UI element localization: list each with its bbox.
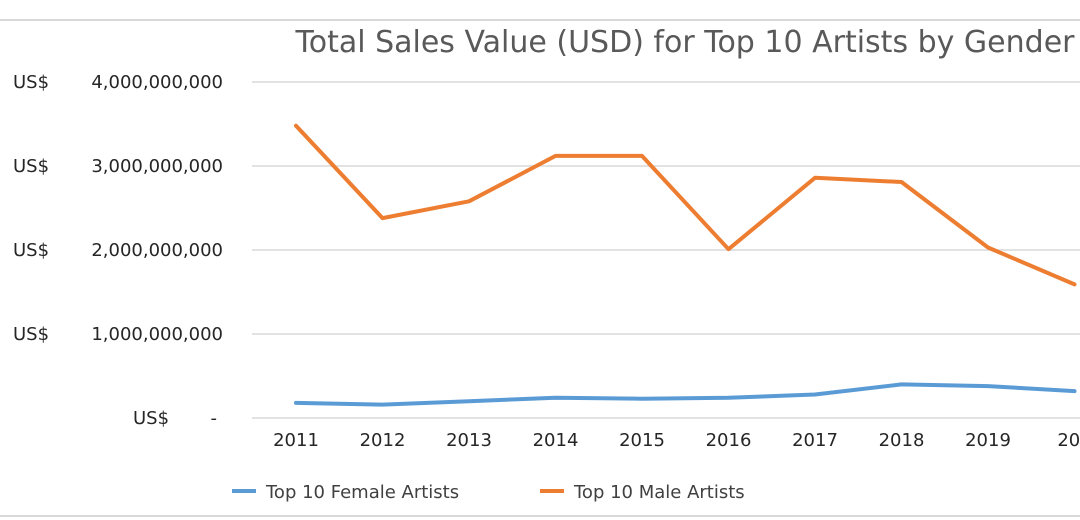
chart-title: Total Sales Value (USD) for Top 10 Artis… (294, 25, 1075, 60)
x-tick-label: 2011 (273, 430, 319, 451)
series-lines (294, 123, 1077, 407)
x-tick-label: 2018 (879, 430, 925, 451)
legend-label: Top 10 Female Artists (265, 482, 459, 503)
y-tick-currency: US$ (13, 156, 49, 177)
male-artists-line (294, 123, 1077, 287)
x-tick-label: 202 (1057, 430, 1080, 451)
female-artists-line (294, 382, 1077, 407)
y-tick-label: 4,000,000,000 (91, 72, 223, 93)
legend: Top 10 Female Artists Top 10 Male Artists (232, 482, 745, 503)
x-tick-label: 2012 (360, 430, 406, 451)
y-tick-currency: US$ (133, 408, 169, 429)
y-tick-currency: US$ (13, 240, 49, 261)
x-tick-label: 2017 (792, 430, 838, 451)
y-tick-label: 3,000,000,000 (91, 156, 223, 177)
x-tick-label: 2019 (965, 430, 1011, 451)
y-axis: US$ 4,000,000,000 US$ 3,000,000,000 US$ 2,000… (13, 72, 223, 429)
x-tick-label: 2013 (446, 430, 492, 451)
y-tick-currency: US$ (13, 72, 49, 93)
gridlines (252, 81, 1080, 419)
y-tick-label: 1,000,000,000 (91, 324, 223, 345)
legend-label: Top 10 Male Artists (573, 482, 745, 503)
y-tick-label: 2,000,000,000 (91, 240, 223, 261)
x-tick-label: 2014 (533, 430, 579, 451)
x-tick-label: 2016 (706, 430, 752, 451)
x-axis: 2011 2012 2013 2014 2015 2016 2017 2018 2019 202 (273, 430, 1080, 451)
y-tick-currency: US$ (13, 324, 49, 345)
x-tick-label: 2015 (619, 430, 665, 451)
y-tick-label: - (211, 408, 218, 429)
